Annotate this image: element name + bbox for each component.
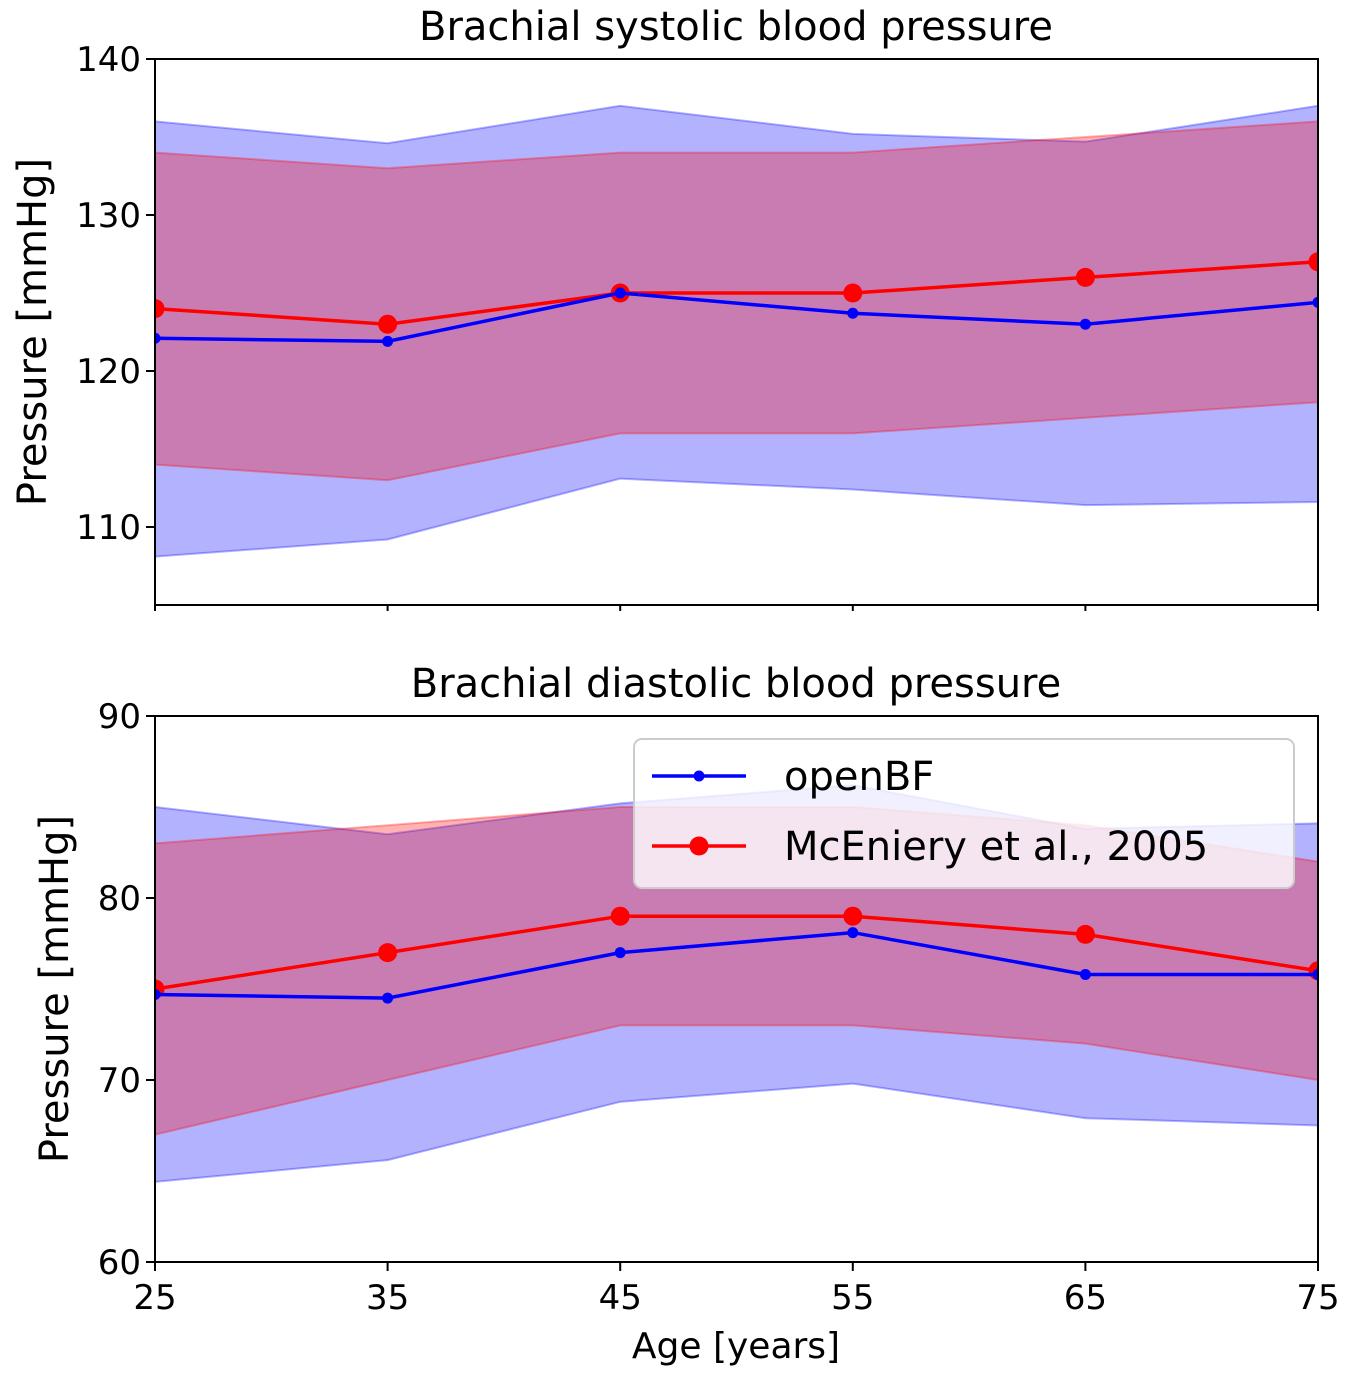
systolic-chart: Brachial systolic blood pressure Pressur… xyxy=(10,4,1319,611)
series-line-openbf xyxy=(155,930,1318,1000)
x-tick-label: 75 xyxy=(1296,1278,1339,1318)
x-tick-label: 35 xyxy=(366,1278,409,1318)
diastolic-chart: Brachial diastolic blood pressure Pressu… xyxy=(32,661,1340,1367)
y-tick-label: 130 xyxy=(76,196,141,236)
x-tick-label: 55 xyxy=(831,1278,874,1318)
confidence-band-mceniery xyxy=(155,120,1318,482)
confidence-band-openbf xyxy=(155,104,1318,558)
legend: openBF McEniery et al., 2005 xyxy=(633,738,1295,889)
data-point xyxy=(1079,968,1091,980)
series-line-mceniery xyxy=(155,260,1318,326)
data-point xyxy=(843,906,863,926)
y-tick-label: 70 xyxy=(98,1061,141,1101)
y-tick-label: 80 xyxy=(98,879,141,919)
data-point xyxy=(1079,318,1091,330)
data-point xyxy=(614,287,626,299)
data-point xyxy=(1308,252,1318,272)
y-axis-label: Pressure [mmHg] xyxy=(10,158,56,506)
legend-swatch-marker xyxy=(689,836,709,856)
legend-label: openBF xyxy=(784,754,934,800)
x-tick-label: 25 xyxy=(133,1278,176,1318)
plot-frame xyxy=(154,715,1319,1263)
series-line-mceniery xyxy=(155,914,1318,991)
data-point xyxy=(847,307,859,319)
y-tick-label: 90 xyxy=(98,697,141,737)
data-point xyxy=(1312,968,1318,980)
y-tick-label: 120 xyxy=(76,352,141,392)
x-tick-label: 65 xyxy=(1064,1278,1107,1318)
y-tick-label: 60 xyxy=(98,1243,141,1283)
legend-swatch-marker xyxy=(693,770,705,782)
plot-frame xyxy=(154,58,1319,606)
data-point xyxy=(382,992,394,1004)
y-axis-label: Pressure [mmHg] xyxy=(32,815,78,1163)
y-tick-label: 140 xyxy=(76,40,141,80)
data-point xyxy=(1075,267,1095,287)
plot-area xyxy=(155,104,1318,558)
chart-title: Brachial systolic blood pressure xyxy=(419,4,1053,50)
data-point xyxy=(382,335,394,347)
x-tick-label: 45 xyxy=(599,1278,642,1318)
data-point xyxy=(847,927,859,939)
data-point xyxy=(155,988,161,1000)
legend-label: McEniery et al., 2005 xyxy=(784,824,1208,870)
data-point xyxy=(378,943,398,963)
y-tick-label: 110 xyxy=(76,508,141,548)
data-point xyxy=(155,332,161,344)
series-line-openbf xyxy=(155,291,1318,344)
data-point xyxy=(1075,924,1095,944)
legend-box xyxy=(633,738,1295,889)
data-point xyxy=(1312,296,1318,308)
data-point xyxy=(843,283,863,303)
data-point xyxy=(614,947,626,959)
data-point xyxy=(610,906,630,926)
data-point xyxy=(378,314,398,334)
data-point xyxy=(155,299,165,319)
chart-title: Brachial diastolic blood pressure xyxy=(411,661,1061,707)
x-axis-label: Age [years] xyxy=(632,1326,840,1367)
